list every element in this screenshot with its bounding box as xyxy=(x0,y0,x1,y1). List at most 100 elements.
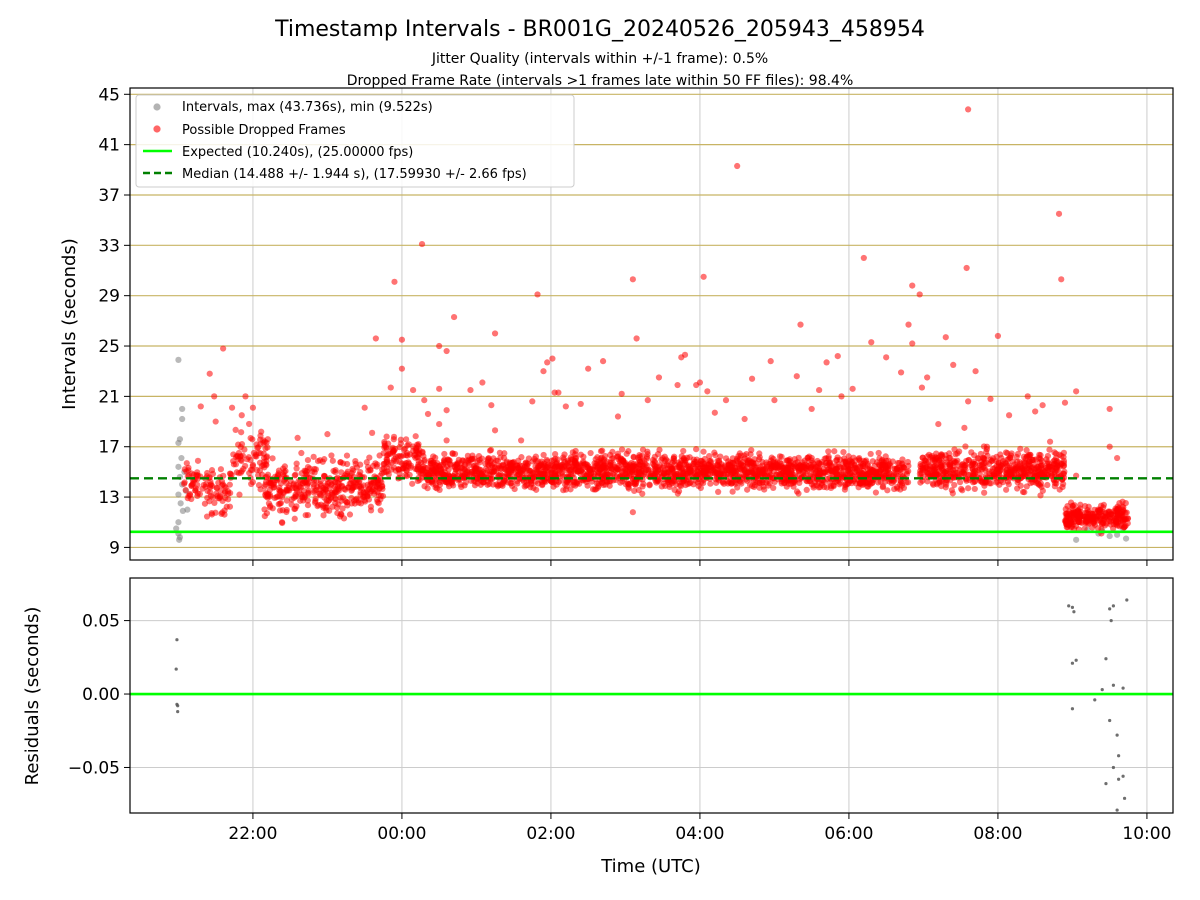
dropped-frame-point xyxy=(211,499,218,506)
residuals-axis-ticks: 0.05 0.00 −0.05 22:00 00:00 02:00 04:00 06:00 08… xyxy=(68,612,1172,844)
dropped-frame-point xyxy=(705,470,712,478)
dropped-frame-point xyxy=(326,507,333,514)
dropped-frame-point xyxy=(835,461,842,468)
dropped-frame-point xyxy=(435,472,442,479)
dropped-frame-point xyxy=(1034,472,1041,479)
dropped-frame-point xyxy=(731,471,738,478)
dropped-frame-point xyxy=(562,486,570,493)
dropped-frame-point xyxy=(806,453,813,460)
residuals-plot-frame xyxy=(129,577,1174,814)
dropped-frame-point xyxy=(840,449,847,456)
dropped-frame-point xyxy=(443,407,450,414)
dropped-frame-point xyxy=(371,490,378,497)
x-tick-label: 10:00 xyxy=(1122,824,1171,844)
dropped-frame-point xyxy=(350,467,357,474)
dropped-frame-point xyxy=(729,488,736,495)
dropped-frame-point xyxy=(215,479,222,486)
dropped-frame-point xyxy=(846,457,854,464)
dropped-frame-point xyxy=(737,478,744,485)
dropped-frame-point xyxy=(424,410,432,418)
dropped-frame-point xyxy=(1059,483,1066,491)
dropped-frame-point xyxy=(909,340,916,347)
dropped-frame-point xyxy=(564,459,572,466)
dropped-frame-point xyxy=(505,463,513,470)
dropped-frame-point xyxy=(676,463,683,471)
dropped-frame-point xyxy=(325,498,332,505)
dropped-frame-point xyxy=(363,459,370,466)
dropped-frame-point xyxy=(304,502,312,509)
dropped-frame-point xyxy=(942,452,949,459)
dropped-frame-point xyxy=(741,415,748,423)
dropped-frame-point xyxy=(793,488,801,495)
dropped-frame-point xyxy=(931,463,939,470)
dropped-frame-point xyxy=(711,409,718,416)
residual-point xyxy=(1115,733,1119,737)
residual-point xyxy=(1070,707,1075,711)
dropped-frame-point xyxy=(1003,470,1010,477)
dropped-frame-point xyxy=(567,486,574,493)
dropped-frame-point xyxy=(436,486,443,494)
dropped-frame-point xyxy=(577,400,584,408)
dropped-frame-point xyxy=(1075,515,1083,522)
residual-point xyxy=(1125,598,1129,602)
dropped-frame-point xyxy=(883,354,890,361)
dropped-frame-point xyxy=(550,483,557,490)
dropped-frame-point xyxy=(784,457,791,464)
dropped-frame-point xyxy=(986,460,993,468)
dropped-frame-point xyxy=(501,450,508,457)
dropped-frame-point xyxy=(683,470,690,477)
dropped-frame-point xyxy=(1058,276,1065,283)
dropped-frame-point xyxy=(690,460,697,468)
legend-marker-dropped xyxy=(153,125,161,133)
dropped-frame-point xyxy=(587,449,594,457)
intervals-axis-ticks: 9 13 17 21 25 29 33 37 41 45 xyxy=(98,85,1148,566)
dropped-frame-point xyxy=(860,254,867,262)
dropped-frame-point xyxy=(337,459,344,466)
dropped-frame-point xyxy=(242,393,249,400)
dropped-frame-point xyxy=(948,487,955,494)
dropped-frame-point xyxy=(243,456,251,463)
dropped-frame-point xyxy=(981,489,988,496)
dropped-frame-point xyxy=(739,462,746,469)
dropped-frame-point xyxy=(678,453,685,460)
dropped-frame-point xyxy=(655,374,663,381)
dropped-frame-point xyxy=(732,480,739,487)
dropped-frame-point xyxy=(462,461,469,468)
dropped-frame-point xyxy=(583,478,590,486)
dropped-frame-point xyxy=(631,487,638,494)
residual-point xyxy=(176,710,180,714)
dropped-frame-point xyxy=(1002,460,1009,467)
dropped-frame-point xyxy=(329,457,336,464)
dropped-frame-point xyxy=(304,511,312,519)
dropped-frame-point xyxy=(823,455,830,462)
dropped-frame-point xyxy=(1031,461,1038,468)
dropped-frame-point xyxy=(461,482,468,489)
dropped-frame-point xyxy=(361,404,368,411)
dropped-frame-point xyxy=(866,479,873,486)
dropped-frame-point xyxy=(293,503,300,510)
intervals-y-tick-label: 13 xyxy=(98,488,120,508)
dropped-frame-point xyxy=(491,330,499,337)
dropped-frame-point xyxy=(884,487,891,494)
dropped-frame-point xyxy=(916,291,923,298)
dropped-frame-point xyxy=(454,459,462,466)
dropped-frame-point xyxy=(701,455,708,463)
dropped-frame-point xyxy=(1037,492,1044,499)
dropped-frame-point xyxy=(947,463,954,470)
dropped-frame-point xyxy=(1006,412,1013,419)
dropped-frame-point xyxy=(275,501,282,508)
dropped-frame-point xyxy=(722,397,730,404)
dropped-frame-point xyxy=(972,368,979,375)
dropped-frame-point xyxy=(793,373,800,380)
dropped-frame-point xyxy=(552,451,559,458)
dropped-frame-point xyxy=(186,490,193,498)
residual-point xyxy=(1111,765,1115,770)
dropped-frame-point xyxy=(246,420,253,428)
dropped-frame-point xyxy=(987,480,995,487)
dropped-frame-point xyxy=(917,479,924,486)
dropped-frame-point xyxy=(722,455,730,462)
residual-point xyxy=(1108,718,1112,723)
dropped-frame-point xyxy=(799,459,806,466)
dropped-frame-point xyxy=(823,484,830,491)
